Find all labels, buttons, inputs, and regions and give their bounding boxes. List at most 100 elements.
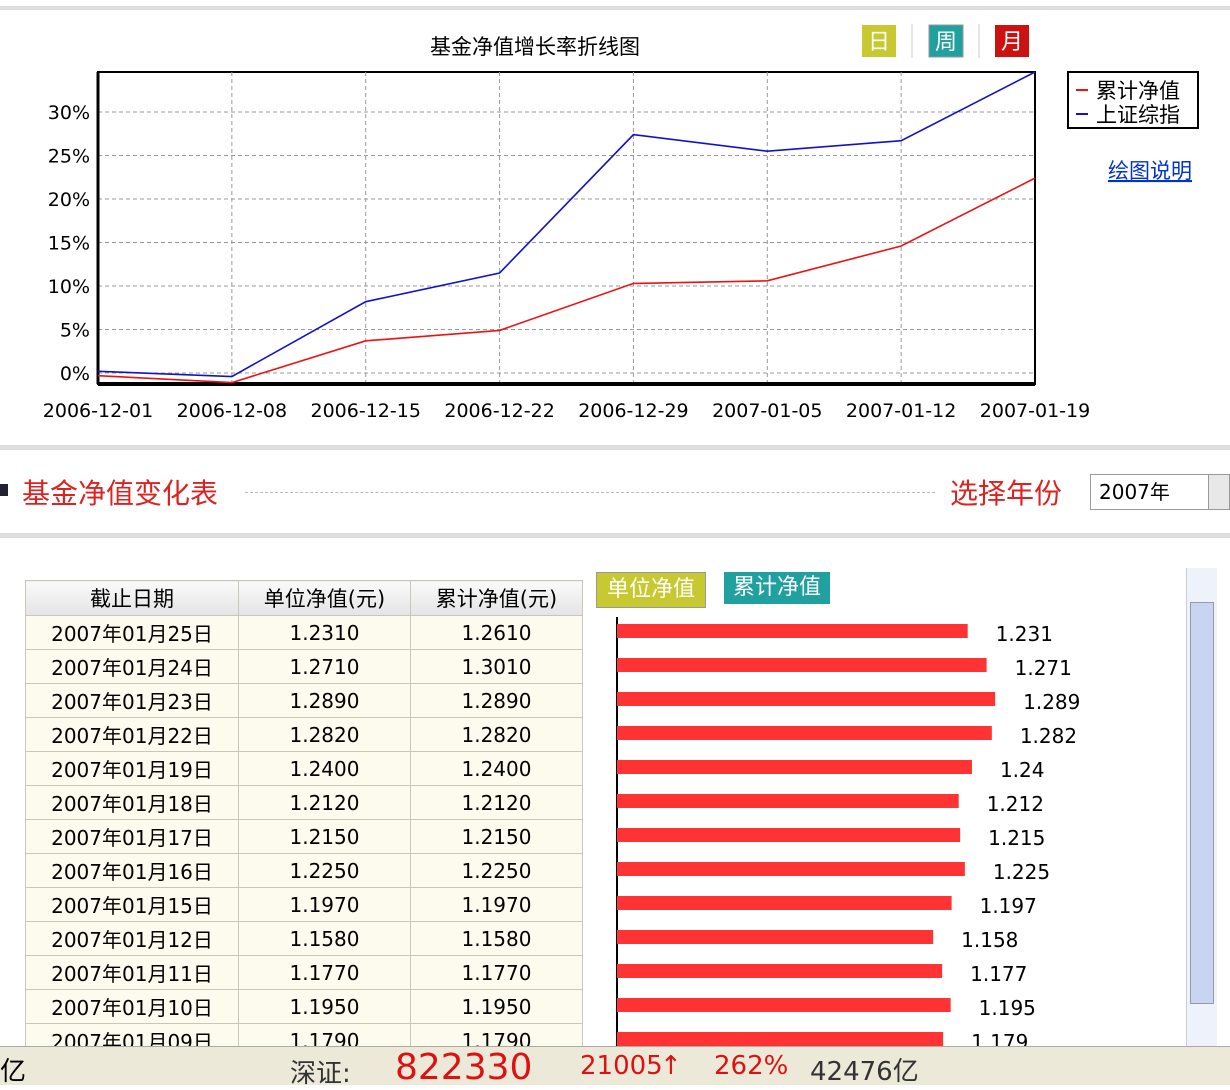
x-tick-label: 2007-01-19 [980, 400, 1090, 422]
plot-area [97, 71, 1036, 385]
bar-value-label: 1.225 [993, 860, 1050, 884]
table-cell: 2007年01月16日 [25, 853, 239, 888]
chart-title: 基金净值增长率折线图 [430, 35, 640, 59]
y-tick-label: 5% [60, 320, 90, 342]
table-row: 2007年01月10日 1.1950 1.1950 [25, 989, 583, 1024]
table-cell: 2007年01月17日 [25, 819, 239, 854]
scrollbar[interactable] [1186, 568, 1217, 1046]
header-cell: 截止日期 [25, 580, 239, 616]
table-cell: 1.2250 [410, 853, 583, 888]
y-tick-label: 30% [48, 102, 90, 124]
series-line [97, 71, 1036, 378]
month-button-label[interactable]: 月 [1001, 30, 1023, 55]
nav-table: 截止日期 单位净值(元) 累计净值(元) 2007年01月25日 1.2310 1.261… [25, 580, 583, 1046]
table-cell: 1.1950 [238, 989, 411, 1024]
x-tick-label: 2006-12-01 [43, 400, 153, 422]
status-pct: 262% [714, 1051, 789, 1081]
y-tick-label: 0% [60, 363, 90, 385]
bar-value-label: 1.177 [970, 962, 1027, 986]
table-row: 2007年01月17日 1.2150 1.2150 [25, 819, 583, 854]
bar-value-label: 1.289 [1023, 690, 1080, 714]
status-index: 822330 [395, 1047, 533, 1088]
table-cell: 1.1770 [410, 955, 583, 990]
bar-value-label: 1.197 [980, 894, 1037, 918]
year-label: 选择年份 [950, 477, 1063, 510]
scroll-thumb[interactable] [1190, 602, 1214, 1004]
bar-value-label: 1.195 [979, 996, 1036, 1020]
table-row: 2007年01月23日 1.2890 1.2890 [25, 683, 583, 718]
bar [617, 930, 934, 944]
table-cell: 1.2250 [238, 853, 411, 888]
week-button[interactable] [928, 24, 964, 58]
x-tick-label: 2007-01-12 [846, 400, 956, 422]
separator [0, 445, 1230, 450]
x-tick-label: 2006-12-22 [444, 400, 554, 422]
x-tick-label: 2006-12-08 [177, 400, 287, 422]
table-cell: 1.1580 [238, 921, 411, 956]
table-cell: 1.2610 [410, 615, 583, 650]
y-tick-label: 20% [48, 189, 90, 211]
table-cell: 2007年01月18日 [25, 785, 239, 820]
day-button[interactable] [862, 25, 896, 57]
table-cell: 1.2150 [410, 819, 583, 854]
bar-value-label: 1.215 [988, 826, 1045, 850]
month-button[interactable] [995, 25, 1029, 57]
bar [617, 692, 996, 706]
section-title: 基金净值变化表 [22, 477, 219, 510]
table-cell: 2007年01月22日 [25, 717, 239, 752]
table-cell: 2007年01月11日 [25, 955, 239, 990]
table-row: 2007年01月25日 1.2310 1.2610 [25, 615, 583, 650]
status-bar: 亿 深证: 822330 21005 ↑ 262% 42476亿 [0, 1046, 1230, 1089]
week-button-label[interactable]: 周 [935, 30, 957, 55]
bar [617, 658, 987, 672]
bar-value-label: 1.282 [1020, 724, 1077, 748]
x-tick-label: 2007-01-05 [712, 400, 822, 422]
year-value[interactable]: 2007年 [1099, 480, 1170, 504]
table-cell: 1.2710 [238, 649, 411, 684]
table-cell: 1.1580 [410, 921, 583, 956]
table-row: 2007年01月12日 1.1580 1.1580 [25, 921, 583, 956]
bar-value-label: 1.271 [1015, 656, 1072, 680]
bar-chart: 1.231 1.271 1.289 1.282 1.24 1.212 1.215 1.225 1… [616, 617, 1080, 1046]
table-cell: 2007年01月19日 [25, 751, 239, 786]
day-button-label[interactable]: 日 [868, 30, 890, 55]
top-border [0, 6, 1230, 10]
x-tick-label: 2006-12-29 [578, 400, 688, 422]
status-left: 亿 [0, 1057, 27, 1087]
table-cell: 2007年01月25日 [25, 615, 239, 650]
table-cell: 1.1950 [410, 989, 583, 1024]
help-link[interactable]: 绘图说明 [1108, 159, 1192, 183]
table-row: 2007年01月11日 1.1770 1.1770 [25, 955, 583, 990]
table-cell: 1.1970 [410, 887, 583, 922]
table-cell: 2007年01月24日 [25, 649, 239, 684]
select-arrow[interactable] [1208, 475, 1229, 509]
table-cell: 1.2820 [238, 717, 411, 752]
tab[interactable]: 累计净值 [724, 572, 830, 604]
bar-value-label: 1.158 [961, 928, 1018, 952]
table-row: 2007年01月22日 1.2820 1.2820 [25, 717, 583, 752]
status-change: 21005 [580, 1051, 663, 1081]
table-cell: 1.1790 [410, 1023, 583, 1046]
table-cell: 2007年01月15日 [25, 887, 239, 922]
bar [617, 624, 968, 638]
table-cell: 2007年01月23日 [25, 683, 239, 718]
bar-value-label: 1.179 [971, 1030, 1028, 1046]
table-cell: 1.2400 [410, 751, 583, 786]
table-row: 2007年01月24日 1.2710 1.3010 [25, 649, 583, 684]
bar-value-label: 1.231 [996, 622, 1053, 646]
table-cell: 1.2400 [238, 751, 411, 786]
bar [617, 828, 961, 842]
header-cell: 单位净值(元) [238, 580, 411, 616]
table-cell: 2007年01月12日 [25, 921, 239, 956]
bar [617, 998, 951, 1012]
legend-label: 上证综指 [1096, 103, 1180, 127]
y-tick-label: 15% [48, 233, 90, 255]
up-arrow: ↑ [660, 1051, 682, 1081]
table-cell: 2007年01月10日 [25, 989, 239, 1024]
table-row: 2007年01月09日 1.1790 1.1790 [25, 1023, 583, 1046]
tab[interactable]: 单位净值 [596, 572, 706, 608]
legend [1067, 71, 1199, 129]
bar [617, 862, 965, 876]
bar [617, 760, 972, 774]
bar-value-label: 1.212 [987, 792, 1044, 816]
